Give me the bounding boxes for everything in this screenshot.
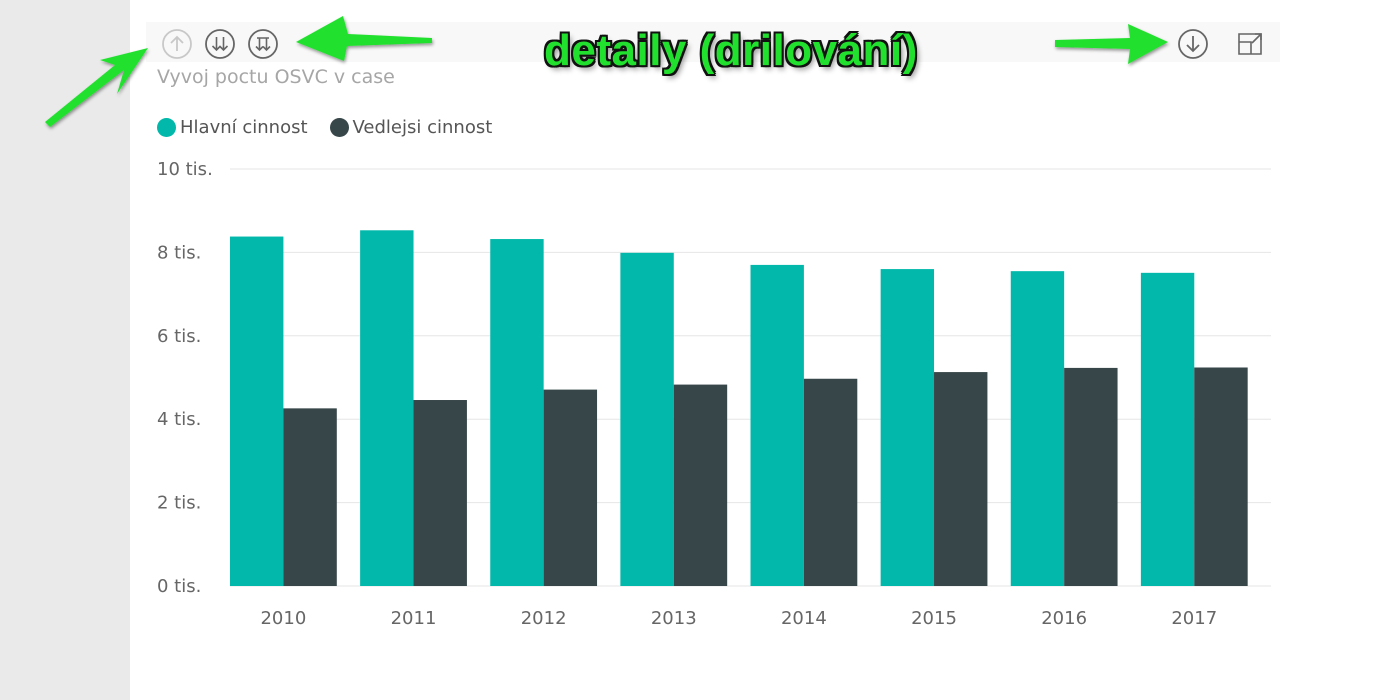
bar-hlavni[interactable] xyxy=(750,264,804,586)
bar-vedlejsi[interactable] xyxy=(934,372,988,586)
bar-hlavni[interactable] xyxy=(1010,271,1065,586)
expand-hierarchy-icon[interactable] xyxy=(247,28,279,60)
bar-vedlejsi[interactable] xyxy=(803,378,858,586)
y-tick-label: 4 tis. xyxy=(157,409,201,430)
y-tick-label: 2 tis. xyxy=(157,493,201,514)
x-tick-label: 2010 xyxy=(260,608,306,629)
bar-vedlejsi[interactable] xyxy=(1194,367,1248,586)
x-tick-label: 2015 xyxy=(911,608,957,629)
legend-label-vedlejsi: Vedlejsi cinnost xyxy=(352,117,493,138)
annotation-label: detaily (drilování) xyxy=(544,26,918,75)
arrow-to-drill-up xyxy=(45,48,148,127)
legend-item-vedlejsi[interactable]: Vedlejsi cinnost xyxy=(329,117,493,138)
bar-hlavni[interactable] xyxy=(620,252,674,586)
bar-vedlejsi[interactable] xyxy=(673,384,728,586)
bar-hlavni[interactable] xyxy=(230,236,284,586)
bar-hlavni[interactable] xyxy=(490,239,544,586)
bar-vedlejsi[interactable] xyxy=(283,408,337,586)
legend-item-hlavni[interactable]: Hlavní cinnost xyxy=(157,117,308,138)
bar-vedlejsi[interactable] xyxy=(413,400,467,586)
x-tick-label: 2014 xyxy=(781,608,827,629)
expand-next-level-icon[interactable] xyxy=(204,28,236,60)
chart-legend: Hlavní cinnost Vedlejsi cinnost xyxy=(157,117,514,138)
y-tick-label: 6 tis. xyxy=(157,326,201,347)
x-tick-label: 2012 xyxy=(521,608,567,629)
left-panel xyxy=(0,0,130,700)
focus-mode-icon[interactable] xyxy=(1235,28,1267,60)
x-tick-label: 2016 xyxy=(1041,608,1087,629)
legend-swatch-vedlejsi xyxy=(329,118,349,137)
legend-label-hlavni: Hlavní cinnost xyxy=(180,117,308,138)
x-tick-label: 2011 xyxy=(391,608,437,629)
y-tick-label: 8 tis. xyxy=(157,242,201,263)
x-tick-label: 2017 xyxy=(1171,608,1217,629)
legend-swatch-hlavni xyxy=(157,118,176,137)
drill-mode-icon[interactable] xyxy=(1177,28,1209,60)
drill-up-icon[interactable] xyxy=(161,28,193,60)
bar-vedlejsi[interactable] xyxy=(1064,367,1118,586)
arrow-to-drill-mode xyxy=(1055,24,1168,64)
y-tick-label: 10 tis. xyxy=(157,159,213,180)
arrow-to-drill-buttons xyxy=(296,16,432,61)
chart-title: Vyvoj poctu OSVC v case xyxy=(157,66,395,88)
x-tick-label: 2013 xyxy=(651,608,697,629)
y-tick-label: 0 tis. xyxy=(157,576,201,597)
bar-hlavni[interactable] xyxy=(1140,272,1195,586)
bar-hlavni[interactable] xyxy=(360,230,414,586)
bar-vedlejsi[interactable] xyxy=(543,389,598,586)
bar-hlavni[interactable] xyxy=(880,269,935,586)
